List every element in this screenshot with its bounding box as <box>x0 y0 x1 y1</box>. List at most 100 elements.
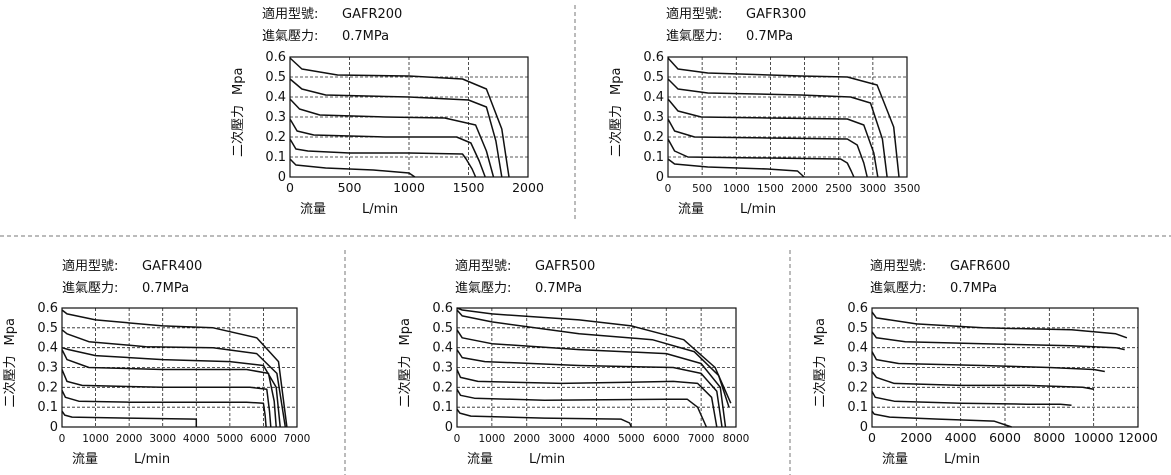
series-line-6 <box>456 307 732 404</box>
chart-1: 適用型號: GAFR300 進氣壓力: 0.7MPa 0 0.1 0.2 0.3 0.4 0.5 0… <box>608 6 920 217</box>
x-tick-label: 2000 <box>791 183 818 195</box>
x-tick-label: 2000 <box>116 433 143 445</box>
x-tick-label: 12000 <box>1118 430 1158 445</box>
x-axis-label: 流量 <box>882 452 908 467</box>
y-axis-unit: Mpa <box>813 318 828 345</box>
y-tick-label: 0.5 <box>265 70 286 85</box>
y-axis-label: 二次壓力 <box>608 105 624 157</box>
y-tick-label: 0.3 <box>643 110 664 125</box>
x-tick-label: 7000 <box>688 433 715 445</box>
x-tick-label: 0 <box>868 430 876 445</box>
series-line-0 <box>871 410 1012 428</box>
x-tick-label: 1000 <box>82 433 109 445</box>
x-tick-label: 0 <box>665 183 672 195</box>
series-line-4 <box>456 329 727 428</box>
pressure-value: 0.7MPa <box>535 281 582 296</box>
series-line-2 <box>456 369 718 428</box>
x-tick-label: 2000 <box>512 180 544 195</box>
series-line-1 <box>456 388 708 428</box>
y-tick-label: 0.1 <box>37 400 58 415</box>
x-tick-label: 1000 <box>723 183 750 195</box>
series-line-3 <box>289 98 495 178</box>
y-tick-label: 0.4 <box>847 341 868 356</box>
series-line-2 <box>289 118 486 178</box>
y-axis-label: 二次壓力 <box>2 355 18 407</box>
x-tick-label: 1000 <box>479 433 506 445</box>
model-name: GAFR500 <box>535 259 595 274</box>
series-line-4 <box>667 78 888 178</box>
y-tick-label: 0.2 <box>265 130 286 145</box>
series-line-0 <box>667 158 805 178</box>
x-axis-label: 流量 <box>467 452 493 467</box>
x-tick-label: 500 <box>692 183 712 195</box>
y-tick-label: 0.6 <box>643 50 664 65</box>
x-tick-label: 1000 <box>393 180 425 195</box>
y-axis-unit: Mpa <box>609 68 624 95</box>
pressure-value: 0.7MPa <box>746 29 793 44</box>
model-label: 適用型號: <box>62 258 118 274</box>
y-tick-label: 0.6 <box>432 301 453 316</box>
x-tick-label: 0 <box>286 180 294 195</box>
x-axis-unit: L/min <box>362 202 398 217</box>
series-line-1 <box>667 138 855 178</box>
series-line-5 <box>667 57 900 178</box>
plot-frame <box>289 56 529 178</box>
model-label: 適用型號: <box>870 258 926 274</box>
x-axis-label: 流量 <box>72 452 98 467</box>
y-tick-label: 0.4 <box>37 341 58 356</box>
series-line-6 <box>61 309 288 428</box>
series-line-5 <box>289 57 510 178</box>
plot-frame <box>61 307 298 428</box>
model-name: GAFR400 <box>142 259 202 274</box>
plot-frame <box>667 56 908 178</box>
plot-frame <box>871 307 1139 428</box>
y-tick-label: 0.3 <box>432 361 453 376</box>
x-tick-label: 2000 <box>513 433 540 445</box>
y-tick-label: 0.3 <box>265 110 286 125</box>
x-tick-label: 5000 <box>618 433 645 445</box>
y-axis-label: 二次壓力 <box>812 355 828 407</box>
model-label: 適用型號: <box>666 6 722 22</box>
series-line-2 <box>61 369 272 428</box>
x-tick-label: 3000 <box>149 433 176 445</box>
model-name: GAFR200 <box>342 7 402 22</box>
series-line-5 <box>61 329 287 428</box>
model-label: 適用型號: <box>262 6 318 22</box>
y-tick-label: 0 <box>278 170 286 185</box>
x-axis-unit: L/min <box>740 202 776 217</box>
y-tick-label: 0.5 <box>847 321 868 336</box>
series-line-5 <box>456 309 730 408</box>
model-name: GAFR600 <box>950 259 1010 274</box>
y-tick-label: 0.5 <box>37 321 58 336</box>
plot-frame <box>456 307 737 428</box>
x-tick-label: 5000 <box>216 433 243 445</box>
chart-2: 適用型號: GAFR400 進氣壓力: 0.7MPa 0 0.1 0.2 0.3 0.4 0.5 0… <box>2 258 310 467</box>
series-line-3 <box>456 349 723 428</box>
series-line-0 <box>456 408 633 428</box>
y-tick-label: 0.3 <box>37 361 58 376</box>
pressure-value: 0.7MPa <box>342 29 389 44</box>
charts-group: 適用型號: GAFR200 進氣壓力: 0.7MPa 0 0.1 0.2 0.3 0.4 0.5 0… <box>2 6 1158 467</box>
series-line-1 <box>871 390 1072 406</box>
x-tick-label: 10000 <box>1074 430 1114 445</box>
x-tick-label: 2500 <box>825 183 852 195</box>
series-line-4 <box>61 346 281 428</box>
series-line-3 <box>871 351 1105 373</box>
x-tick-label: 6000 <box>250 433 277 445</box>
y-axis-unit: Mpa <box>398 318 413 345</box>
x-tick-label: 0 <box>454 433 461 445</box>
x-tick-label: 6000 <box>653 433 680 445</box>
y-axis-unit: Mpa <box>3 318 18 345</box>
series-line-3 <box>667 98 879 178</box>
y-tick-label: 0.4 <box>265 90 286 105</box>
x-axis-label: 流量 <box>300 202 326 217</box>
x-tick-label: 3500 <box>894 183 921 195</box>
series-line-2 <box>871 371 1094 391</box>
model-name: GAFR300 <box>746 7 806 22</box>
series-line-0 <box>61 410 198 427</box>
x-tick-label: 1500 <box>453 180 485 195</box>
pressure-label: 進氣壓力: <box>870 281 926 296</box>
